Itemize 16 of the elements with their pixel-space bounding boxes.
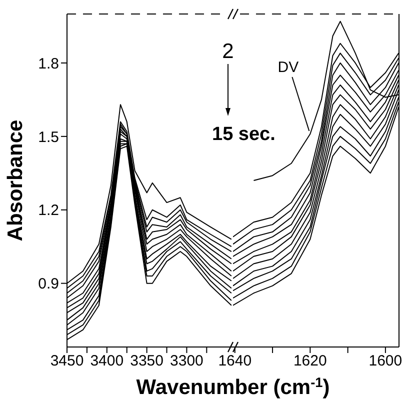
x-tick-label: 1600 — [368, 352, 402, 370]
x-tick-label: 3450 — [50, 352, 84, 370]
x-tick-label: 1620 — [293, 352, 327, 370]
annotation: 15 sec. — [212, 124, 276, 145]
annotation: 2 — [222, 40, 234, 63]
y-tick-label: 1.2 — [38, 202, 59, 220]
y-tick-label: 0.9 — [38, 276, 59, 293]
y-axis-title: Absorbance — [4, 120, 27, 242]
x-tick-label: 3400 — [90, 352, 124, 370]
y-tick-label: 1.8 — [38, 55, 59, 72]
x-tick-label: 3300 — [170, 352, 204, 370]
y-tick-label: 1.5 — [38, 128, 59, 146]
x-tick-label: 1640 — [218, 352, 252, 370]
x-axis-title: Wavenumber (cm$^{-1}$) — [136, 374, 330, 399]
x-tick-label: 3350 — [130, 352, 164, 370]
annotation: DV — [278, 58, 299, 76]
